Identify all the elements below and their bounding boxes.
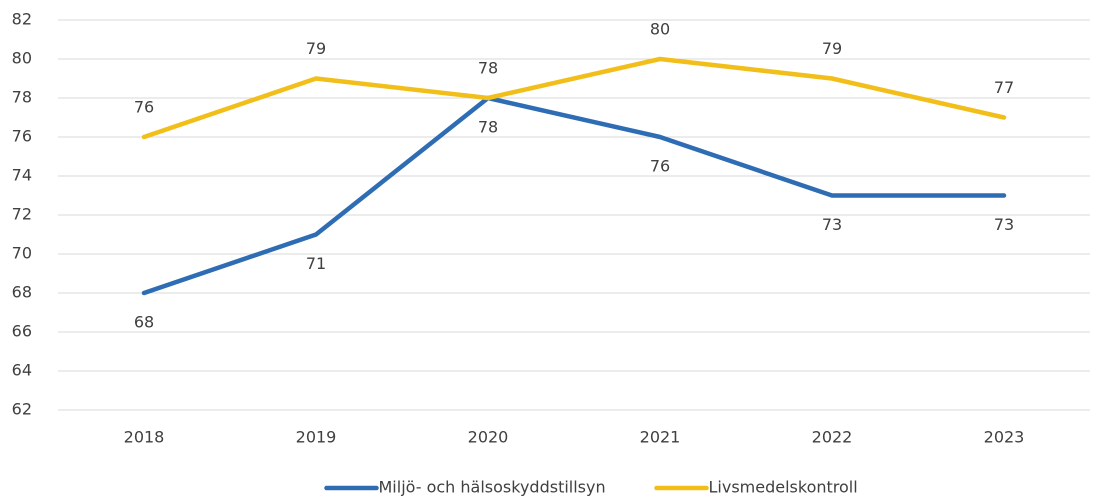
x-tick-label: 2022: [812, 428, 853, 447]
x-tick-label: 2023: [984, 428, 1025, 447]
data-label: 79: [306, 39, 326, 58]
y-tick-label: 72: [12, 205, 32, 224]
data-label: 79: [822, 39, 842, 58]
legend-label: Miljö- och hälsoskyddstillsyn: [379, 478, 606, 497]
x-tick-label: 2021: [640, 428, 681, 447]
y-tick-label: 64: [12, 361, 32, 380]
line-series: [141, 95, 1007, 296]
y-tick-label: 76: [12, 127, 32, 146]
data-label: 76: [650, 157, 670, 176]
data-label: 78: [478, 118, 498, 137]
line-series: [141, 56, 1007, 140]
y-tick-label: 66: [12, 322, 32, 341]
data-label: 73: [994, 215, 1014, 234]
x-tick-label: 2020: [468, 428, 509, 447]
data-label: 73: [822, 215, 842, 234]
data-label: 71: [306, 254, 326, 273]
y-tick-label: 80: [12, 49, 32, 68]
data-label: 68: [134, 313, 154, 332]
data-label: 76: [134, 98, 154, 117]
data-label: 78: [478, 59, 498, 78]
data-label: 77: [994, 78, 1014, 97]
y-tick-label: 78: [12, 88, 32, 107]
y-tick-label: 62: [12, 400, 32, 419]
data-label: 80: [650, 20, 670, 39]
x-tick-label: 2019: [296, 428, 337, 447]
y-tick-label: 82: [12, 10, 32, 29]
y-tick-label: 70: [12, 244, 32, 263]
y-tick-label: 74: [12, 166, 32, 185]
legend-label: Livsmedelskontroll: [709, 478, 858, 497]
y-tick-label: 68: [12, 283, 32, 302]
x-tick-label: 2018: [124, 428, 165, 447]
